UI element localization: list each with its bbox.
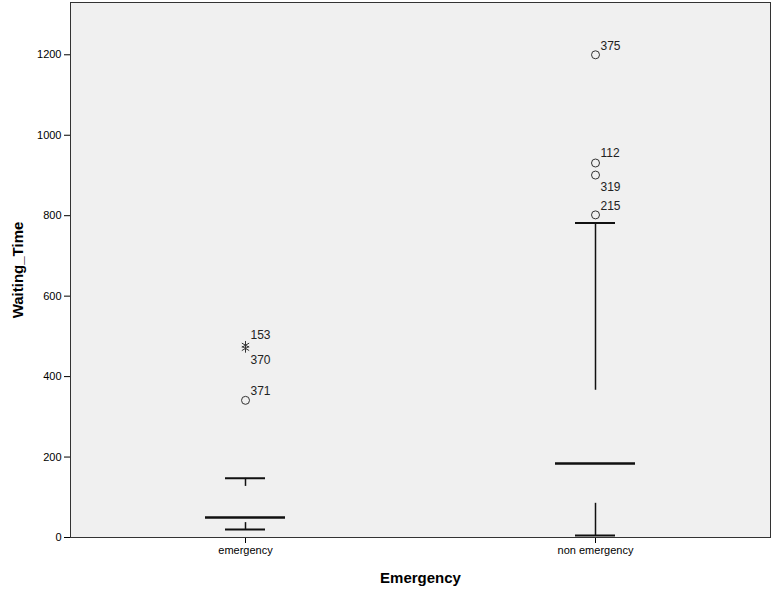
svg-text:370: 370 — [251, 353, 271, 367]
svg-text:800: 800 — [43, 209, 61, 221]
svg-text:112: 112 — [601, 146, 620, 160]
svg-text:400: 400 — [43, 370, 61, 382]
svg-text:1000: 1000 — [37, 129, 61, 141]
svg-text:Emergency: Emergency — [380, 569, 462, 586]
svg-text:1200: 1200 — [37, 48, 61, 60]
svg-text:600: 600 — [43, 290, 61, 302]
svg-text:153: 153 — [251, 328, 271, 342]
svg-text:371: 371 — [251, 384, 271, 398]
svg-text:200: 200 — [43, 451, 61, 463]
svg-text:215: 215 — [601, 199, 621, 213]
svg-text:0: 0 — [55, 531, 61, 543]
svg-text:319: 319 — [601, 180, 621, 194]
svg-text:non emergency: non emergency — [558, 544, 634, 556]
svg-text:375: 375 — [601, 39, 621, 53]
svg-text:Waiting_Time: Waiting_Time — [9, 222, 26, 319]
svg-text:emergency: emergency — [218, 544, 273, 556]
